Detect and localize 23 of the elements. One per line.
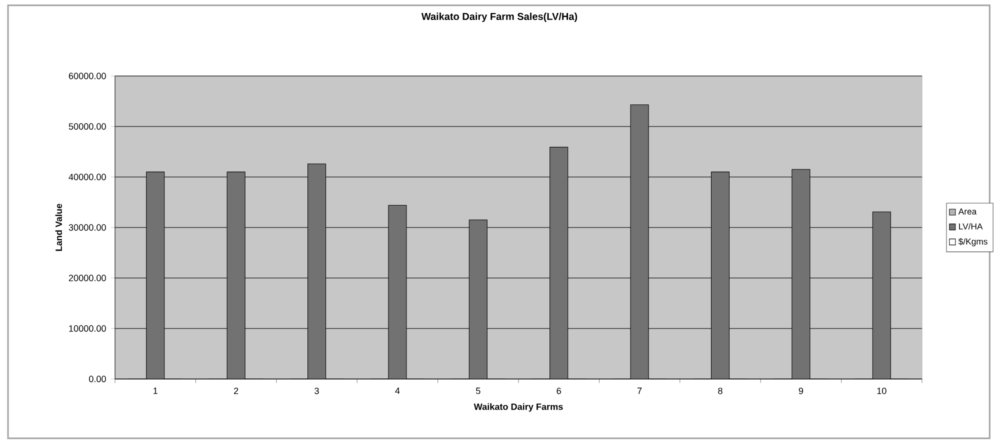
x-tick-label: 7 — [637, 388, 642, 394]
x-tick-label: 1 — [154, 388, 158, 394]
x-tick-label: 6 — [556, 388, 561, 394]
y-axis-title: Land Value — [55, 204, 62, 251]
x-tick-label: 10 — [877, 388, 886, 394]
x-tick-label: 4 — [395, 388, 400, 394]
legend-label: $/Kgms — [958, 238, 988, 246]
x-tick-label: 8 — [718, 388, 722, 394]
x-axis-title: Waikato Dairy Farms — [474, 403, 563, 412]
legend-label: LV/HA — [959, 223, 983, 230]
chart-title: Waikato Dairy Farm Sales(LV/Ha) — [421, 12, 578, 22]
y-tick-label: 10000.00 — [69, 325, 106, 332]
y-tick-label: 20000.00 — [68, 274, 106, 282]
legend-label: Area — [958, 208, 977, 215]
y-tick-label: 0.00 — [89, 376, 106, 382]
x-tick-label: 3 — [314, 388, 319, 394]
y-tick-label: 60000.00 — [68, 72, 106, 80]
x-tick-label: 2 — [234, 388, 238, 394]
x-tick-label: 5 — [476, 388, 480, 394]
y-tick-label: 50000.00 — [68, 123, 106, 130]
y-tick-label: 30000.00 — [68, 224, 106, 231]
y-tick-label: 40000.00 — [68, 174, 106, 180]
x-tick-label: 9 — [798, 388, 804, 394]
